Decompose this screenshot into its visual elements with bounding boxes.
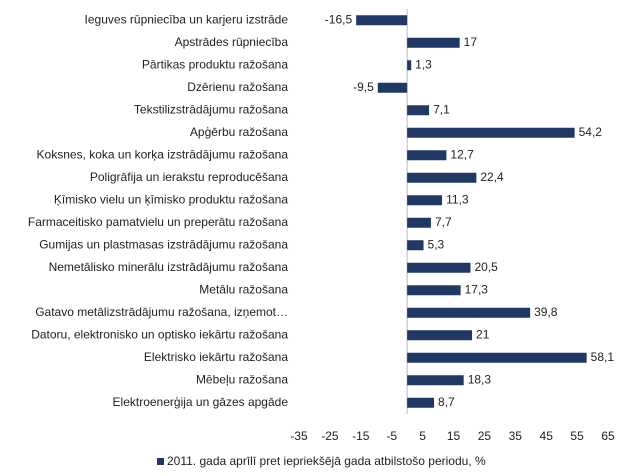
x-tick-label: -35 (290, 429, 308, 443)
category-label: Mēbeļu ražošana (196, 372, 288, 386)
bar (407, 240, 424, 251)
value-label: 54,2 (579, 125, 603, 139)
x-tick-label: -25 (321, 429, 339, 443)
bar (407, 127, 575, 138)
value-label: 8,7 (438, 395, 455, 409)
value-label: 17 (464, 35, 478, 49)
category-label: Koksnes, koka un korķa izstrādājumu ražo… (37, 147, 289, 161)
value-label: 5,3 (428, 237, 445, 251)
category-label: Dzērienu ražošana (187, 80, 288, 94)
legend-swatch (157, 458, 164, 465)
category-label: Ķīmisko vielu un ķīmisko produktu ražoša… (54, 192, 288, 206)
x-tick-label: 45 (540, 429, 554, 443)
value-label: 39,8 (534, 305, 558, 319)
bar (407, 37, 460, 48)
value-label: 21 (476, 327, 490, 341)
category-label: Gatavo metālizstrādājumu ražošana, izņem… (35, 305, 288, 319)
bar (407, 330, 473, 341)
x-tick-label: 65 (601, 429, 615, 443)
category-label: Farmaceitisko pamatvielu un preperātu ra… (28, 215, 288, 229)
category-label: Tekstilizstrādājumu ražošana (134, 102, 288, 116)
value-label: 7,1 (433, 102, 450, 116)
x-tick-label: -5 (386, 429, 397, 443)
x-tick-label: 35 (509, 429, 523, 443)
category-label: Apstrādes rūpniecība (175, 35, 289, 49)
value-label: 7,7 (435, 215, 452, 229)
category-label: Metālu ražošana (199, 282, 288, 296)
value-label: 18,3 (468, 372, 492, 386)
value-label: 1,3 (415, 57, 432, 71)
bar (407, 172, 477, 183)
x-tick-label: 25 (478, 429, 492, 443)
category-label: Nemetālisko minerālu izstrādājumu ražoša… (49, 260, 289, 274)
bar (407, 397, 435, 408)
category-label: Elektrisko iekārtu ražošana (144, 350, 288, 364)
legend-label: 2011. gada aprīlī pret iepriekšējā gada … (167, 454, 486, 468)
bar (407, 375, 464, 386)
category-label: Poligrāfija un ierakstu reproducēšana (90, 170, 288, 184)
value-label: 20,5 (474, 260, 498, 274)
x-tick-label: 5 (419, 429, 426, 443)
bar (407, 352, 587, 363)
category-label: Ieguves rūpniecība un karjeru izstrāde (85, 12, 289, 26)
category-label: Elektroenerģija un gāzes apgāde (113, 395, 289, 409)
bar (407, 217, 431, 228)
bar (407, 307, 531, 318)
category-label: Pārtikas produktu ražošana (142, 57, 288, 71)
value-label: 12,7 (450, 147, 474, 161)
bar (407, 262, 471, 273)
bar (407, 60, 412, 71)
value-label: -9,5 (353, 80, 374, 94)
category-label: Gumijas un plastmasas izstrādājumu ražoš… (39, 237, 288, 251)
x-tick-label: 55 (570, 429, 584, 443)
value-label: 58,1 (591, 350, 615, 364)
bar (407, 150, 447, 161)
value-label: -16,5 (325, 12, 353, 26)
category-label: Datoru, elektronisko un optisko iekārtu … (31, 327, 288, 341)
bar (407, 105, 430, 116)
value-label: 11,3 (446, 192, 469, 206)
x-tick-label: -15 (352, 429, 370, 443)
bar (407, 195, 443, 206)
category-label: Apģērbu ražošana (190, 125, 288, 139)
bar (407, 285, 461, 296)
bar (377, 82, 408, 93)
x-tick-label: 15 (447, 429, 461, 443)
value-label: 22,4 (480, 170, 504, 184)
value-label: 17,3 (465, 282, 489, 296)
bar (356, 15, 408, 26)
